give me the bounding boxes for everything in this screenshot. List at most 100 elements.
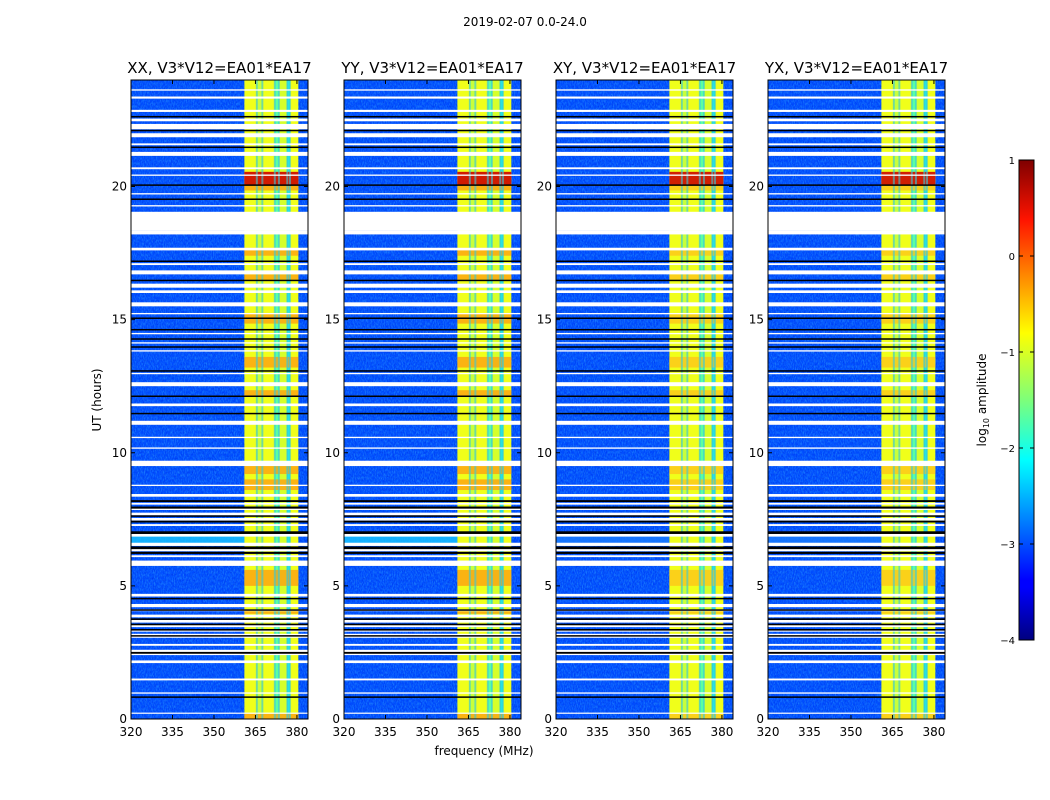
black-row [131,129,308,132]
flagged-row [556,193,733,195]
colorbar-tick-label: −2 [1000,444,1015,455]
black-row [556,531,733,534]
flagged-row [344,603,521,608]
flagged-row [344,174,521,176]
flagged-row [556,143,733,146]
band-channel [715,80,724,719]
black-row [131,346,308,348]
flagged-row [131,712,308,714]
y-tick-label: 5 [119,579,127,593]
black-row [131,184,308,186]
black-row [131,500,308,503]
black-row [131,395,308,398]
black-row [131,146,308,149]
panel-4-image [768,80,945,719]
flagged-row [131,290,308,293]
black-row [768,531,945,534]
black-row [131,279,308,282]
flagged-row [344,660,521,664]
flagged-row [768,342,945,344]
panel-2: YY, V3*V12=EA01*EA17 320 335 350 365 380 0 5 10 1… [325,59,524,739]
rfi-region [669,247,724,256]
black-row [131,198,308,200]
flagged-row [131,542,308,546]
flagged-row [344,555,521,558]
flagged-row [344,614,521,618]
colorbar-gradient [1019,160,1034,640]
black-row [344,635,521,637]
flagged-row [344,542,521,546]
flagged-row [344,624,521,628]
black-row [768,146,945,149]
black-row [131,597,308,600]
flagged-row [344,342,521,344]
flagged-row [556,133,733,138]
black-row [344,629,521,631]
x-tick-label: 350 [628,725,651,739]
flagged-row [556,372,733,375]
flagged-row [556,332,733,335]
band-channel [669,80,682,719]
flagged-row [344,350,521,352]
flagged-row [768,123,945,130]
flagged-row [131,133,308,138]
flagged-row [344,692,521,694]
band-channel [911,80,916,719]
flagged-row [344,205,521,207]
panel-3-title: XY, V3*V12=EA01*EA17 [553,59,736,77]
channel-gap [499,80,502,719]
flagged-row [556,533,733,537]
x-tick-label: 365 [457,725,480,739]
flagged-row [768,290,945,293]
black-row [344,328,521,331]
band-channel [703,80,713,719]
y-tick-label: 5 [756,579,764,593]
flagged-row [768,151,945,156]
flagged-row [131,624,308,628]
flagged-row [556,167,733,170]
flagged-row [556,555,733,558]
flagged-row [556,502,733,505]
y-tick-label: 15 [537,313,552,327]
x-tick-label: 320 [545,725,568,739]
rfi-region [457,464,512,475]
flagged-row [344,332,521,335]
band-channel [256,80,263,719]
band-channel [278,80,288,719]
flagged-row [131,533,308,537]
band-channel [712,80,716,719]
x-tick-label: 380 [922,725,945,739]
flagged-row [131,502,308,505]
black-row [768,500,945,503]
rfi-region [457,611,512,614]
flagged-row [768,283,945,288]
colorbar-tick-label: 1 [1009,156,1015,167]
channel-gap [277,80,280,719]
black-row [556,317,733,319]
flagged-row [131,548,308,552]
black-row [768,395,945,398]
rfi-region [881,569,936,586]
flagged-row [768,89,945,91]
black-row [556,506,733,509]
flagged-row [131,123,308,130]
rfi-region [881,390,936,396]
rfi-region [457,247,512,256]
black-row [768,115,945,118]
black-row [344,623,521,626]
flagged-row [131,660,308,664]
rfi-region [881,611,936,614]
channel-gap [714,80,717,719]
flagged-row [131,205,308,207]
flagged-row [131,342,308,344]
flagged-row [556,263,733,266]
panel-1: XX, V3*V12=EA01*EA17 320 335 350 365 380 0 5 10 1… [112,59,312,739]
black-row [131,531,308,534]
flagged-row [556,603,733,608]
y-tick-label: 20 [325,180,340,194]
flagged-row [768,436,945,439]
black-row [556,198,733,200]
x-tick-label: 335 [374,725,397,739]
flagged-row [768,560,945,566]
